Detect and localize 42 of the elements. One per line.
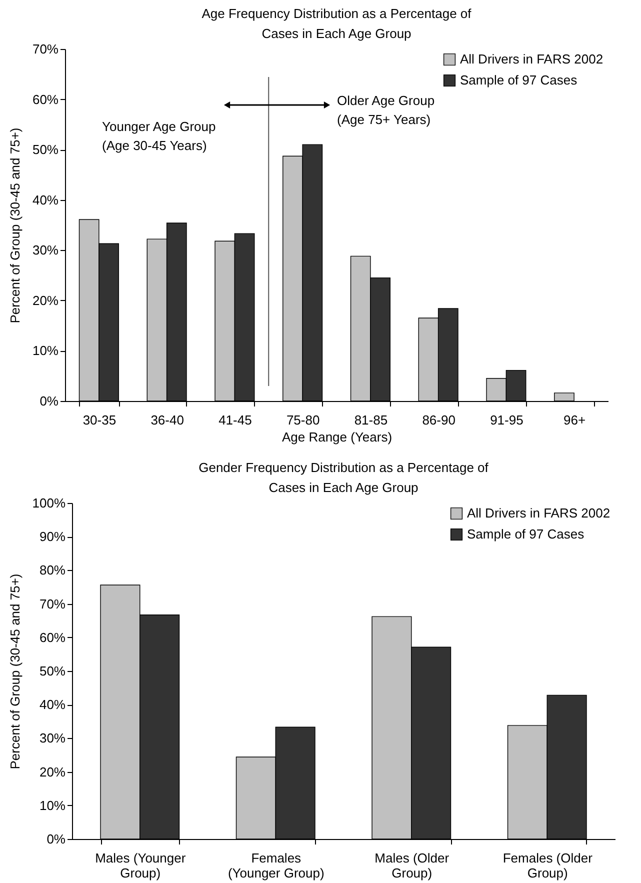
y-tick-label: 10%	[39, 798, 66, 813]
y-tick-label: 70%	[32, 42, 59, 56]
x-tick-label: 91-95	[490, 412, 524, 428]
chart-title: Age Frequency Distribution as a Percentage of Cases in Each Age Group	[202, 6, 472, 41]
y-tick-label: 40%	[39, 697, 66, 712]
x-tick-label: 36-40	[150, 412, 184, 428]
y-tick-label: 80%	[39, 562, 66, 578]
y-tick-label: 40%	[32, 192, 59, 208]
annotation: Older Age Group (Age 75+ Years)	[337, 93, 435, 127]
legend-label: All Drivers in FARS 2002	[467, 506, 610, 520]
y-tick-label: 70%	[39, 596, 66, 612]
y-tick-label: 60%	[39, 630, 66, 645]
y-tick-label: 90%	[39, 529, 66, 544]
y-tick-label: 30%	[32, 242, 59, 258]
y-tick-label: 50%	[32, 142, 59, 158]
y-tick-label: 30%	[39, 730, 66, 746]
y-tick-label: 50%	[39, 664, 66, 678]
x-tick-label: 81-85	[354, 412, 388, 428]
annotation: Younger Age Group (Age 30-45 Years)	[102, 119, 216, 153]
y-tick-label: 20%	[32, 292, 59, 308]
y-axis-title: Percent of Group (30-45 and 75+)	[7, 574, 22, 770]
y-tick-label: 100%	[32, 496, 66, 510]
y-tick-label: 0%	[46, 832, 66, 846]
legend-label: Sample of 97 Cases	[467, 526, 585, 542]
x-tick-label: Females (Younger Group)	[228, 850, 324, 880]
x-tick-label: 75-80	[286, 412, 320, 428]
chart-title: Gender Frequency Distribution as a Percentage of Cases in Each Age Group	[198, 460, 489, 495]
x-tick-label: Males (Older Group)	[374, 850, 450, 880]
y-tick-label: 10%	[32, 343, 59, 358]
legend-label: Sample of 97 Cases	[460, 72, 578, 88]
x-tick-label: 86-90	[422, 412, 456, 428]
y-tick-label: 0%	[40, 394, 59, 408]
y-tick-label: 60%	[32, 92, 59, 107]
x-tick-label: Females (Older Group)	[502, 850, 594, 880]
x-tick-label: 96+	[564, 412, 586, 428]
y-axis-title: Percent of Group (30-45 and 75+)	[7, 128, 22, 324]
x-tick-label: 30-35	[82, 412, 116, 428]
y-tick-label: 20%	[39, 764, 66, 780]
x-tick-label: Males (Younger Group)	[95, 850, 186, 880]
x-tick-label: 41-45	[218, 412, 252, 428]
legend-label: All Drivers in FARS 2002	[460, 52, 604, 66]
x-axis-title: Age Range (Years)	[282, 430, 392, 444]
